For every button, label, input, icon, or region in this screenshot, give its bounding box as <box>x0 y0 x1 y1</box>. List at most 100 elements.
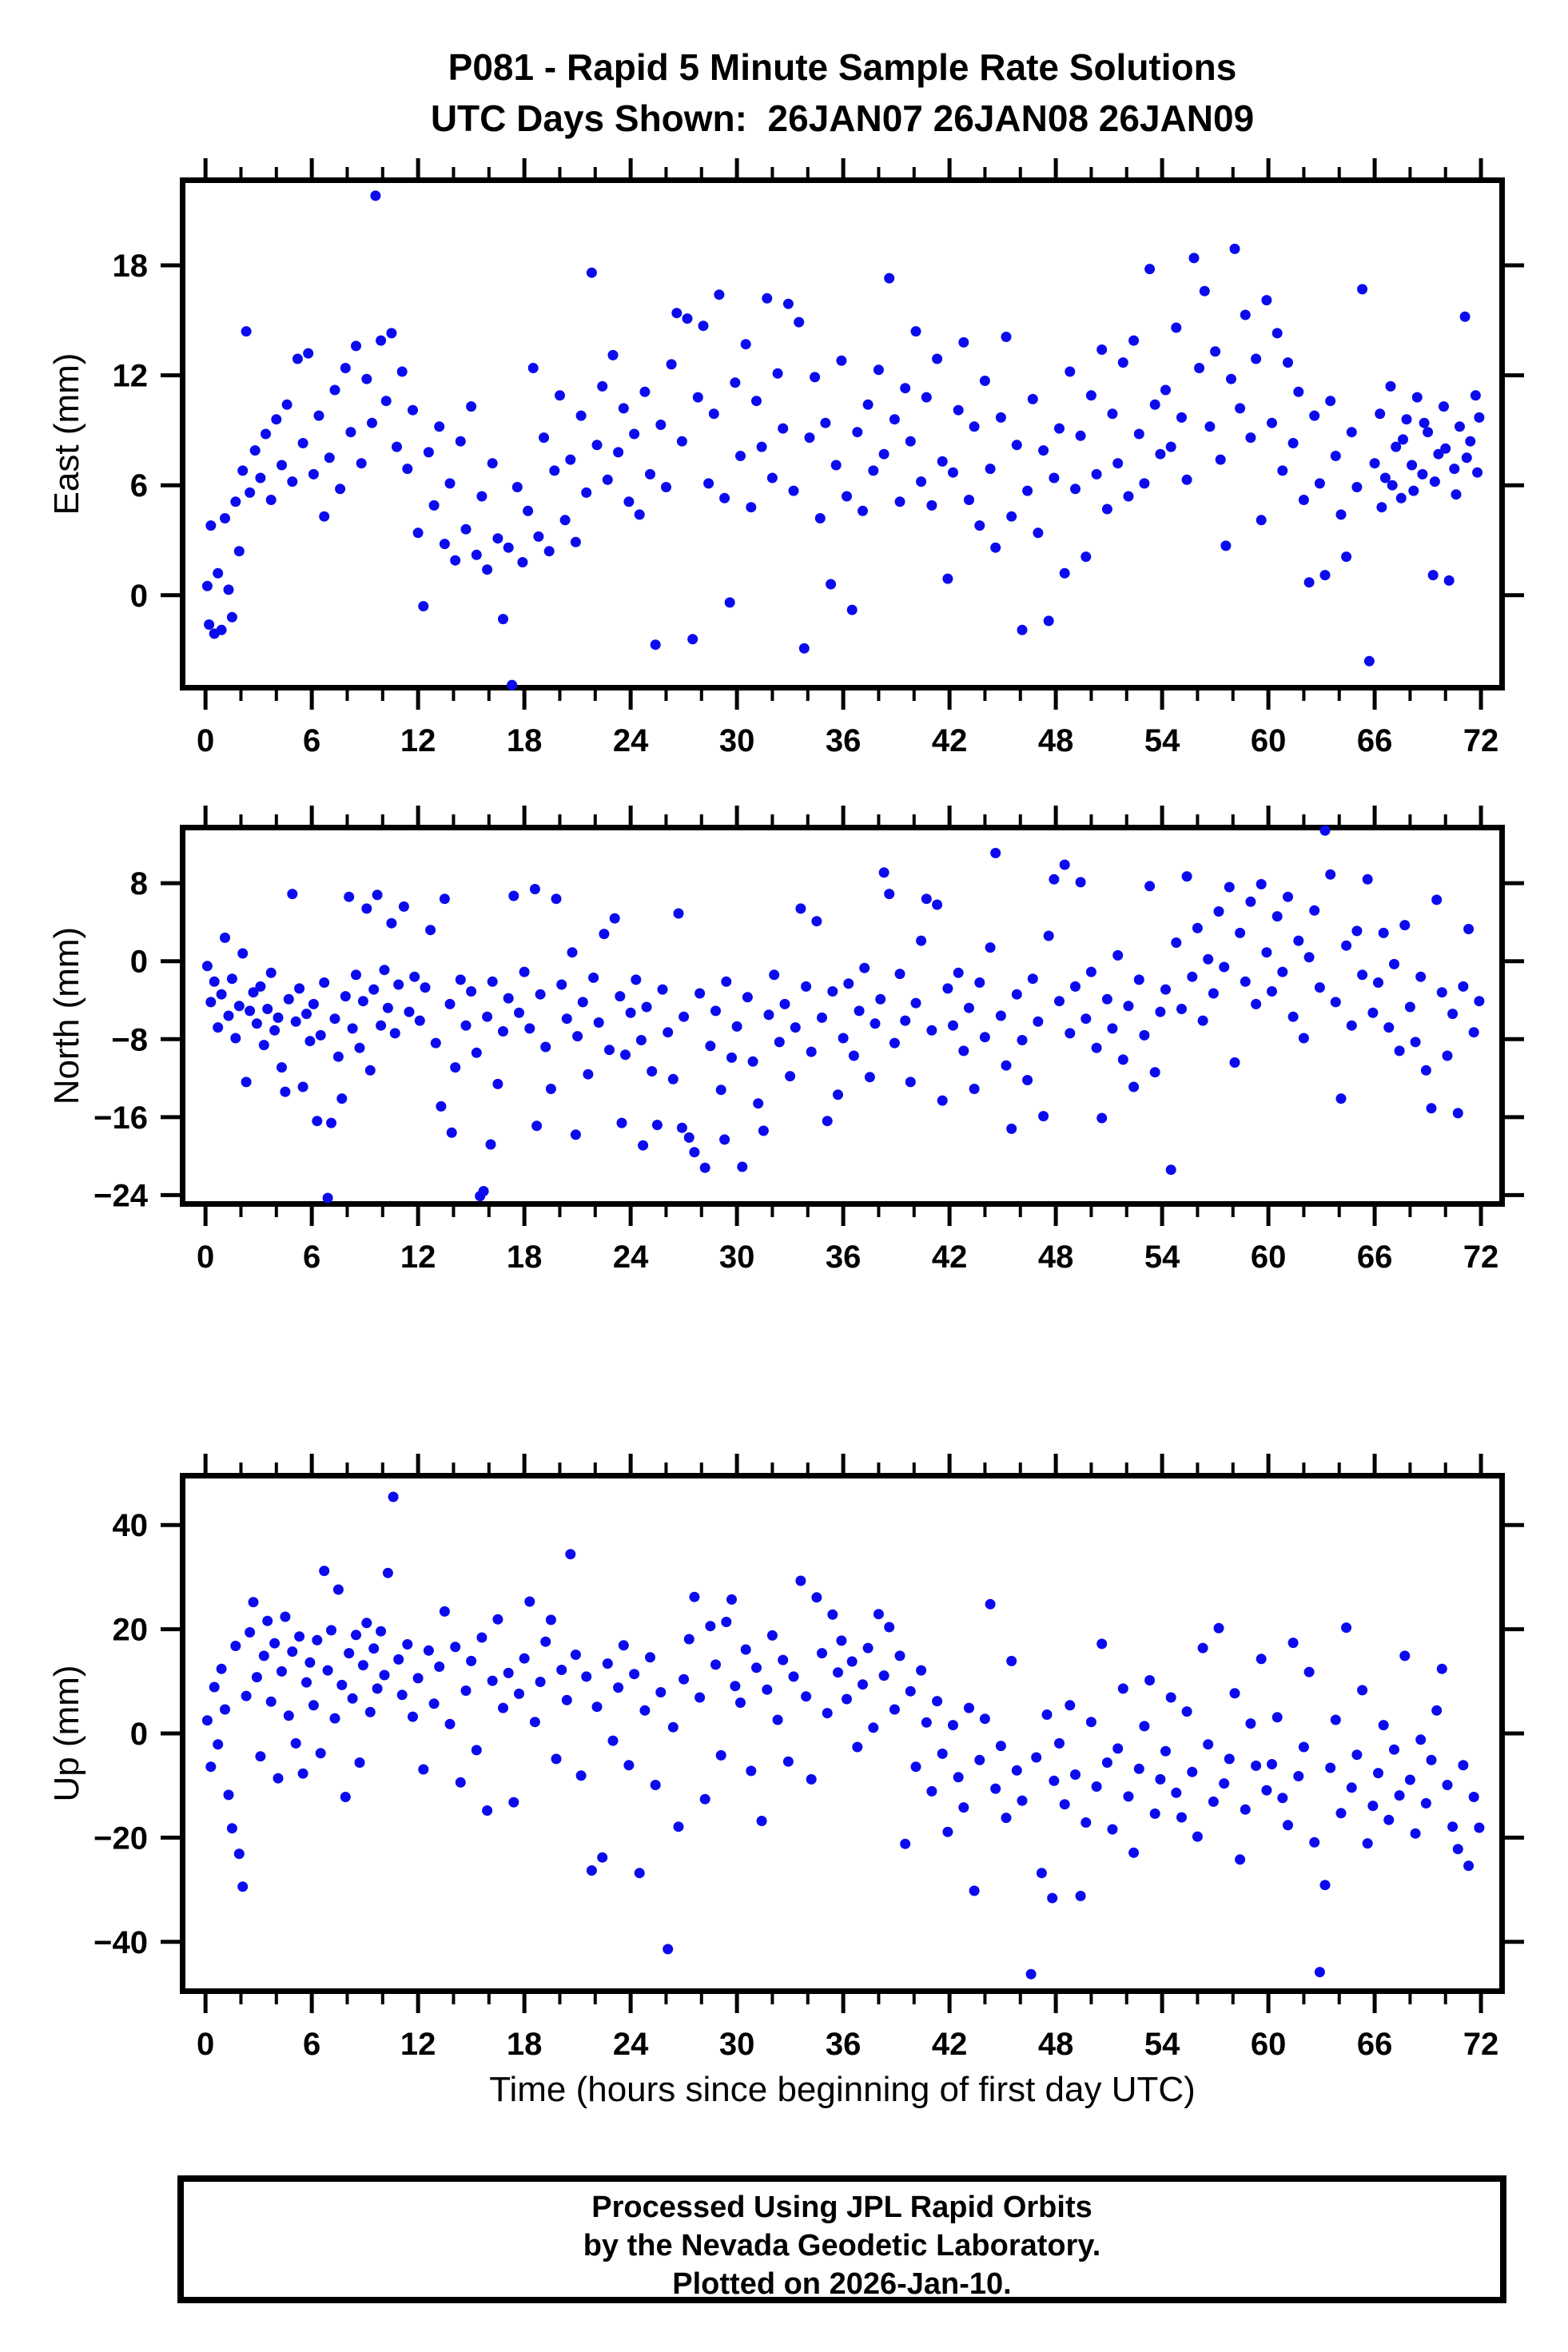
data-point <box>618 403 629 414</box>
x-tick-label: 60 <box>1251 723 1287 758</box>
data-point <box>926 1785 937 1797</box>
data-point <box>753 1098 764 1109</box>
x-tick-label: 48 <box>1038 723 1074 758</box>
data-point <box>265 967 277 978</box>
data-point <box>1431 1705 1443 1716</box>
east-axis-title: East (mm) <box>47 352 86 515</box>
data-point <box>715 1084 726 1096</box>
data-point <box>1287 1011 1299 1022</box>
data-point <box>852 427 863 438</box>
data-point <box>827 986 838 997</box>
data-point <box>689 1591 700 1602</box>
data-point <box>1452 1844 1463 1855</box>
data-point <box>758 1125 769 1136</box>
data-point <box>766 1630 778 1641</box>
data-point <box>1123 491 1134 502</box>
data-point <box>379 1669 390 1681</box>
data-point <box>1187 1766 1198 1777</box>
data-point <box>361 373 372 384</box>
data-point <box>201 1715 213 1726</box>
data-point <box>1394 1045 1405 1057</box>
data-point <box>450 555 461 566</box>
data-point <box>535 1677 546 1687</box>
data-point <box>372 889 383 901</box>
data-point <box>1203 953 1214 965</box>
x-tick-label: 72 <box>1463 723 1499 758</box>
data-point <box>455 436 466 447</box>
data-point <box>1133 1763 1144 1774</box>
data-point <box>846 1656 858 1667</box>
data-point <box>1351 1749 1363 1761</box>
data-point <box>434 421 445 432</box>
data-point <box>932 353 943 364</box>
data-point <box>1017 624 1028 635</box>
data-point <box>294 1631 305 1642</box>
data-point <box>393 1654 404 1665</box>
data-point <box>769 969 780 981</box>
data-point <box>357 996 368 1007</box>
data-point <box>1277 966 1288 977</box>
data-point <box>1277 1793 1288 1804</box>
x-tick-label: 36 <box>826 2027 862 2062</box>
data-point <box>529 1717 540 1728</box>
data-point <box>1219 961 1230 973</box>
data-point <box>1287 1638 1299 1649</box>
data-point <box>1277 465 1288 476</box>
data-point <box>1025 1968 1037 1980</box>
data-point <box>466 1655 477 1666</box>
data-point <box>498 614 508 625</box>
data-point <box>766 472 778 484</box>
data-point <box>827 1609 838 1620</box>
data-point <box>561 1013 572 1025</box>
data-point <box>916 935 927 946</box>
data-point <box>964 495 974 505</box>
data-point <box>843 978 854 989</box>
data-point <box>245 1627 256 1638</box>
data-point <box>1107 1824 1118 1835</box>
data-point <box>372 1683 383 1694</box>
data-point <box>1112 949 1124 961</box>
data-point <box>1394 1790 1405 1801</box>
data-point <box>615 991 626 1002</box>
data-point <box>1133 428 1144 440</box>
data-point <box>1219 1778 1230 1789</box>
data-point <box>1314 982 1325 993</box>
data-point <box>1123 1001 1134 1012</box>
y-tick-label: −20 <box>94 1821 148 1856</box>
x-tick-label: 6 <box>303 1240 320 1275</box>
data-point <box>1442 1780 1453 1790</box>
data-point <box>1038 1111 1049 1122</box>
data-point <box>1038 445 1049 456</box>
data-point <box>1133 974 1144 985</box>
data-point <box>329 1713 340 1724</box>
data-point <box>388 1491 399 1502</box>
data-point <box>1256 878 1267 889</box>
data-point <box>1117 1683 1128 1694</box>
data-point <box>1054 996 1065 1007</box>
north-plot: 0 6 12 18 24 30 36 42 48 54 60 66 72 −24 −16 −8 0 8 <box>94 806 1524 1275</box>
data-point <box>336 1093 348 1104</box>
data-point <box>524 1023 535 1034</box>
data-point <box>607 349 619 360</box>
data-point <box>514 1007 524 1018</box>
data-point <box>1128 1081 1140 1092</box>
data-point <box>344 1648 355 1659</box>
data-point <box>926 499 937 511</box>
x-tick-label: 42 <box>932 1240 968 1275</box>
data-point <box>1357 969 1368 981</box>
data-point <box>1224 882 1235 893</box>
data-point <box>471 1047 482 1058</box>
data-point <box>466 401 477 412</box>
data-point <box>326 1625 336 1636</box>
data-point <box>1213 906 1224 917</box>
data-point <box>1461 452 1472 464</box>
x-tick-label: 24 <box>613 723 649 758</box>
data-point <box>1458 981 1469 992</box>
data-point <box>942 983 953 994</box>
data-point <box>905 436 916 447</box>
data-point <box>667 1721 679 1733</box>
data-point <box>1101 993 1112 1005</box>
x-tick-label: 6 <box>303 2027 320 2062</box>
data-point <box>1309 410 1320 421</box>
data-point <box>724 597 735 608</box>
